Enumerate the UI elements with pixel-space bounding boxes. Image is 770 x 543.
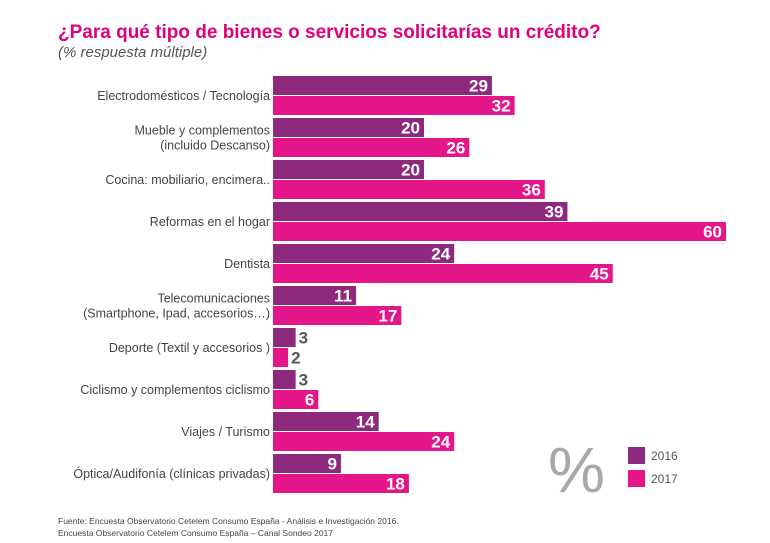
legend-label-2016: 2016 [651, 449, 678, 463]
category-label-line: (Smartphone, Ipad, accesorios…) [83, 307, 270, 321]
bar-value-label: 39 [545, 203, 564, 222]
bar-value-label: 3 [299, 329, 308, 348]
bar-2016 [273, 286, 357, 305]
bar-2017 [273, 348, 289, 367]
category-label: Electrodomésticos / Tecnología [97, 89, 270, 103]
category-label: Ciclismo y complementos ciclismo [80, 383, 270, 397]
category-label-line: Mueble y complementos [135, 124, 270, 138]
legend-swatch-2016 [628, 447, 645, 464]
bar-2017 [273, 264, 613, 283]
bar-2016 [273, 412, 379, 431]
bar-2017 [273, 474, 409, 493]
category-label-line: Ciclismo y complementos ciclismo [80, 383, 270, 397]
bar-value-label: 24 [431, 245, 450, 264]
category-label: Viajes / Turismo [181, 425, 270, 439]
bar-value-label: 2 [291, 349, 300, 368]
bar-value-label: 45 [590, 265, 609, 284]
category-label: Reformas en el hogar [150, 215, 270, 229]
category-label-line: Viajes / Turismo [181, 425, 270, 439]
category-label-line: Cocina: mobiliario, encimera.. [105, 173, 270, 187]
legend-swatch-2017 [628, 470, 645, 487]
bar-2016 [273, 370, 296, 389]
bar-value-label: 9 [327, 455, 336, 474]
bar-value-label: 32 [492, 97, 511, 116]
category-label-line: Reformas en el hogar [150, 215, 270, 229]
legend-label-2017: 2017 [651, 472, 678, 486]
bar-value-label: 20 [401, 161, 420, 180]
bar-value-label: 26 [446, 139, 465, 158]
bar-value-label: 20 [401, 119, 420, 138]
bar-value-label: 17 [378, 307, 397, 326]
bar-2017 [273, 306, 402, 325]
percent-symbol: % [548, 434, 605, 506]
bar-2016 [273, 454, 341, 473]
category-label: Deporte (Textil y accesorios ) [109, 341, 270, 355]
bar-2016 [273, 160, 424, 179]
category-label: Telecomunicaciones (Smartphone, Ipad, acc… [83, 292, 270, 321]
category-label-line: Deporte (Textil y accesorios ) [109, 341, 270, 355]
bar-2016 [273, 76, 492, 95]
bar-2016 [273, 328, 296, 347]
bar-2016 [273, 202, 568, 221]
category-label: Cocina: mobiliario, encimera.. [105, 173, 270, 187]
bar-2017 [273, 138, 470, 157]
bar-value-label: 14 [356, 413, 375, 432]
bar-value-label: 29 [469, 77, 488, 96]
category-label: Mueble y complementos (incluido Descanso) [135, 124, 270, 153]
category-label-line: Dentista [224, 257, 270, 271]
bar-2017 [273, 96, 515, 115]
bar-value-label: 6 [305, 391, 314, 410]
category-label-line: Telecomunicaciones [157, 292, 270, 306]
category-label-line: Electrodomésticos / Tecnología [97, 89, 270, 103]
chart-title: ¿Para qué tipo de bienes o servicios sol… [58, 22, 601, 43]
footnote-source-2017: Encuesta Observatorio Cetelem Consumo Es… [58, 528, 334, 538]
bar-value-label: 11 [334, 287, 352, 306]
category-label: Óptica/Audifonía (clínicas privadas) [73, 466, 270, 481]
bar-2016 [273, 118, 424, 137]
category-label: Dentista [224, 257, 270, 271]
category-label-line: (incluido Descanso) [160, 139, 270, 153]
bar-value-label: 3 [299, 371, 308, 390]
chart-subtitle: (% respuesta múltiple) [58, 44, 208, 61]
category-label-line: Óptica/Audifonía (clínicas privadas) [73, 466, 270, 481]
bar-2017 [273, 390, 319, 409]
bar-2017 [273, 222, 726, 241]
bar-2016 [273, 244, 455, 263]
bar-value-label: 18 [386, 475, 405, 494]
bar-value-label: 36 [522, 181, 541, 200]
bar-2017 [273, 432, 455, 451]
bar-value-label: 60 [703, 223, 722, 242]
bar-value-label: 24 [431, 433, 450, 452]
footnote-source-2016: Fuente: Encuesta Observatorio Cetelem Co… [58, 516, 399, 526]
bar-2017 [273, 180, 545, 199]
